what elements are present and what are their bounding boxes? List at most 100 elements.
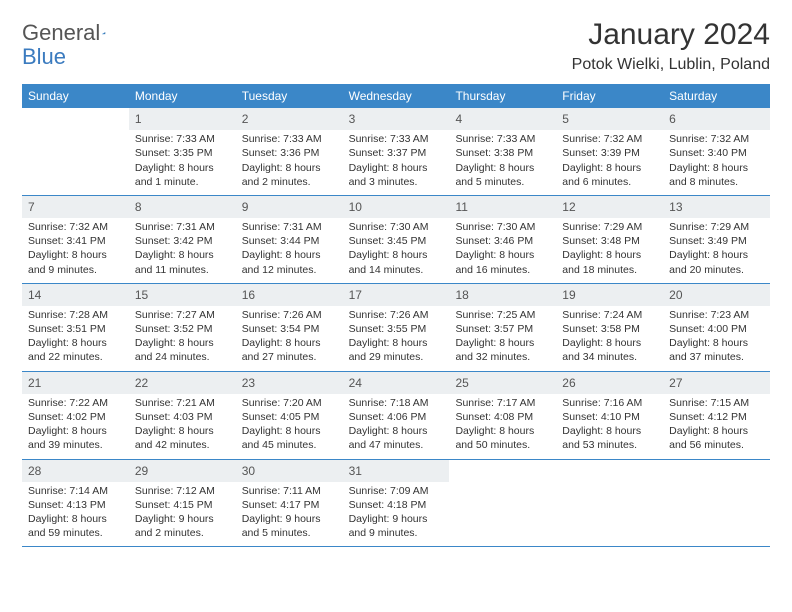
calendar-day: 28Sunrise: 7:14 AMSunset: 4:13 PMDayligh… [22,460,129,547]
dow-cell: Wednesday [343,84,450,108]
brand-part1: General [22,20,100,46]
dow-cell: Saturday [663,84,770,108]
day-details: Sunrise: 7:33 AMSunset: 3:38 PMDaylight:… [449,130,556,195]
day-details: Sunrise: 7:18 AMSunset: 4:06 PMDaylight:… [343,394,450,459]
day-details: Sunrise: 7:33 AMSunset: 3:35 PMDaylight:… [129,130,236,195]
day-details: Sunrise: 7:09 AMSunset: 4:18 PMDaylight:… [343,482,450,547]
calendar-day: 2Sunrise: 7:33 AMSunset: 3:36 PMDaylight… [236,108,343,195]
calendar-day: 26Sunrise: 7:16 AMSunset: 4:10 PMDayligh… [556,372,663,459]
day-number: 30 [236,460,343,482]
calendar-day: 21Sunrise: 7:22 AMSunset: 4:02 PMDayligh… [22,372,129,459]
day-details: Sunrise: 7:26 AMSunset: 3:55 PMDaylight:… [343,306,450,371]
calendar-day: 18Sunrise: 7:25 AMSunset: 3:57 PMDayligh… [449,284,556,371]
calendar-day: 24Sunrise: 7:18 AMSunset: 4:06 PMDayligh… [343,372,450,459]
day-number: 13 [663,196,770,218]
day-number: 11 [449,196,556,218]
day-number: 27 [663,372,770,394]
calendar-day: 19Sunrise: 7:24 AMSunset: 3:58 PMDayligh… [556,284,663,371]
day-number: 23 [236,372,343,394]
calendar-day: 17Sunrise: 7:26 AMSunset: 3:55 PMDayligh… [343,284,450,371]
day-details: Sunrise: 7:33 AMSunset: 3:36 PMDaylight:… [236,130,343,195]
day-details: Sunrise: 7:32 AMSunset: 3:39 PMDaylight:… [556,130,663,195]
calendar-day: 13Sunrise: 7:29 AMSunset: 3:49 PMDayligh… [663,196,770,283]
day-details: Sunrise: 7:24 AMSunset: 3:58 PMDaylight:… [556,306,663,371]
day-number: 10 [343,196,450,218]
calendar-day: 16Sunrise: 7:26 AMSunset: 3:54 PMDayligh… [236,284,343,371]
day-details: Sunrise: 7:28 AMSunset: 3:51 PMDaylight:… [22,306,129,371]
day-number: 9 [236,196,343,218]
day-number: 2 [236,108,343,130]
calendar-day: 20Sunrise: 7:23 AMSunset: 4:00 PMDayligh… [663,284,770,371]
day-number: 6 [663,108,770,130]
calendar-day: 5Sunrise: 7:32 AMSunset: 3:39 PMDaylight… [556,108,663,195]
brand-logo: General [22,20,124,46]
calendar-day: 8Sunrise: 7:31 AMSunset: 3:42 PMDaylight… [129,196,236,283]
day-details: Sunrise: 7:26 AMSunset: 3:54 PMDaylight:… [236,306,343,371]
location-label: Potok Wielki, Lublin, Poland [572,56,770,74]
day-number: 16 [236,284,343,306]
day-number: 1 [129,108,236,130]
day-details: Sunrise: 7:31 AMSunset: 3:42 PMDaylight:… [129,218,236,283]
calendar-day [556,460,663,547]
calendar-week: 28Sunrise: 7:14 AMSunset: 4:13 PMDayligh… [22,460,770,548]
day-details: Sunrise: 7:32 AMSunset: 3:41 PMDaylight:… [22,218,129,283]
calendar-day: 10Sunrise: 7:30 AMSunset: 3:45 PMDayligh… [343,196,450,283]
day-number: 29 [129,460,236,482]
calendar-day: 31Sunrise: 7:09 AMSunset: 4:18 PMDayligh… [343,460,450,547]
day-number: 4 [449,108,556,130]
month-title: January 2024 [572,18,770,52]
calendar-day: 12Sunrise: 7:29 AMSunset: 3:48 PMDayligh… [556,196,663,283]
day-number: 14 [22,284,129,306]
dow-cell: Monday [129,84,236,108]
dow-cell: Thursday [449,84,556,108]
calendar-day: 30Sunrise: 7:11 AMSunset: 4:17 PMDayligh… [236,460,343,547]
calendar-week: 7Sunrise: 7:32 AMSunset: 3:41 PMDaylight… [22,196,770,284]
calendar-week: 1Sunrise: 7:33 AMSunset: 3:35 PMDaylight… [22,108,770,196]
day-number: 12 [556,196,663,218]
day-number: 31 [343,460,450,482]
day-details: Sunrise: 7:14 AMSunset: 4:13 PMDaylight:… [22,482,129,547]
day-details: Sunrise: 7:29 AMSunset: 3:49 PMDaylight:… [663,218,770,283]
day-details: Sunrise: 7:33 AMSunset: 3:37 PMDaylight:… [343,130,450,195]
day-number: 20 [663,284,770,306]
calendar-day [663,460,770,547]
day-details: Sunrise: 7:32 AMSunset: 3:40 PMDaylight:… [663,130,770,195]
day-details: Sunrise: 7:16 AMSunset: 4:10 PMDaylight:… [556,394,663,459]
day-details: Sunrise: 7:30 AMSunset: 3:45 PMDaylight:… [343,218,450,283]
day-details: Sunrise: 7:12 AMSunset: 4:15 PMDaylight:… [129,482,236,547]
calendar-day: 3Sunrise: 7:33 AMSunset: 3:37 PMDaylight… [343,108,450,195]
calendar-day: 15Sunrise: 7:27 AMSunset: 3:52 PMDayligh… [129,284,236,371]
day-details: Sunrise: 7:11 AMSunset: 4:17 PMDaylight:… [236,482,343,547]
day-number: 15 [129,284,236,306]
day-details: Sunrise: 7:21 AMSunset: 4:03 PMDaylight:… [129,394,236,459]
day-number: 24 [343,372,450,394]
calendar-day: 27Sunrise: 7:15 AMSunset: 4:12 PMDayligh… [663,372,770,459]
day-details: Sunrise: 7:23 AMSunset: 4:00 PMDaylight:… [663,306,770,371]
day-number: 8 [129,196,236,218]
calendar-day: 29Sunrise: 7:12 AMSunset: 4:15 PMDayligh… [129,460,236,547]
day-details: Sunrise: 7:25 AMSunset: 3:57 PMDaylight:… [449,306,556,371]
calendar-day: 11Sunrise: 7:30 AMSunset: 3:46 PMDayligh… [449,196,556,283]
calendar-day: 1Sunrise: 7:33 AMSunset: 3:35 PMDaylight… [129,108,236,195]
calendar-day [449,460,556,547]
day-number: 26 [556,372,663,394]
calendar-day: 9Sunrise: 7:31 AMSunset: 3:44 PMDaylight… [236,196,343,283]
calendar-grid: SundayMondayTuesdayWednesdayThursdayFrid… [22,84,770,547]
calendar-day: 6Sunrise: 7:32 AMSunset: 3:40 PMDaylight… [663,108,770,195]
day-details: Sunrise: 7:15 AMSunset: 4:12 PMDaylight:… [663,394,770,459]
day-details: Sunrise: 7:27 AMSunset: 3:52 PMDaylight:… [129,306,236,371]
calendar-day: 23Sunrise: 7:20 AMSunset: 4:05 PMDayligh… [236,372,343,459]
day-number: 17 [343,284,450,306]
brand-part2: Blue [22,44,66,70]
day-number: 3 [343,108,450,130]
calendar-week: 14Sunrise: 7:28 AMSunset: 3:51 PMDayligh… [22,284,770,372]
day-number: 5 [556,108,663,130]
day-details: Sunrise: 7:20 AMSunset: 4:05 PMDaylight:… [236,394,343,459]
day-of-week-header: SundayMondayTuesdayWednesdayThursdayFrid… [22,84,770,108]
day-details: Sunrise: 7:22 AMSunset: 4:02 PMDaylight:… [22,394,129,459]
day-number: 21 [22,372,129,394]
calendar-day: 7Sunrise: 7:32 AMSunset: 3:41 PMDaylight… [22,196,129,283]
day-number: 18 [449,284,556,306]
day-number: 22 [129,372,236,394]
calendar-week: 21Sunrise: 7:22 AMSunset: 4:02 PMDayligh… [22,372,770,460]
